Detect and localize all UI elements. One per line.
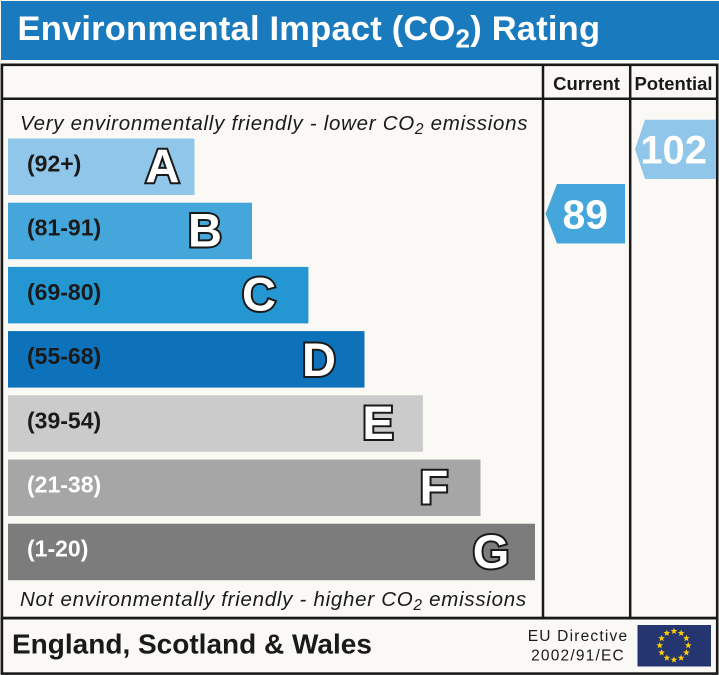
svg-text:F: F <box>420 460 449 513</box>
svg-text:(39-54): (39-54) <box>27 407 101 433</box>
svg-text:Very environmentally friendly: Very environmentally friendly - lower CO… <box>20 112 528 138</box>
svg-text:(1-20): (1-20) <box>27 536 88 562</box>
svg-text:(55-68): (55-68) <box>27 343 101 369</box>
svg-text:G: G <box>473 525 510 578</box>
svg-text:A: A <box>146 139 180 192</box>
svg-text:2002/91/EC: 2002/91/EC <box>531 648 625 665</box>
svg-text:B: B <box>188 203 222 256</box>
svg-text:(21-38): (21-38) <box>27 472 101 498</box>
svg-text:(92+): (92+) <box>27 151 81 177</box>
svg-text:E: E <box>362 396 393 449</box>
svg-text:England, Scotland & Wales: England, Scotland & Wales <box>12 629 372 660</box>
svg-text:C: C <box>242 268 276 321</box>
svg-text:(69-80): (69-80) <box>27 279 101 305</box>
svg-text:102: 102 <box>640 129 707 173</box>
svg-text:Current: Current <box>553 73 620 94</box>
svg-text:Potential: Potential <box>634 73 712 94</box>
svg-text:89: 89 <box>562 191 608 237</box>
svg-text:EU Directive: EU Directive <box>528 628 629 645</box>
svg-text:(81-91): (81-91) <box>27 215 101 241</box>
svg-text:D: D <box>302 333 336 386</box>
svg-text:Not environmentally friendly -: Not environmentally friendly - higher CO… <box>20 588 527 614</box>
svg-text:Environmental Impact (CO2) Rat: Environmental Impact (CO2) Rating <box>18 10 601 54</box>
